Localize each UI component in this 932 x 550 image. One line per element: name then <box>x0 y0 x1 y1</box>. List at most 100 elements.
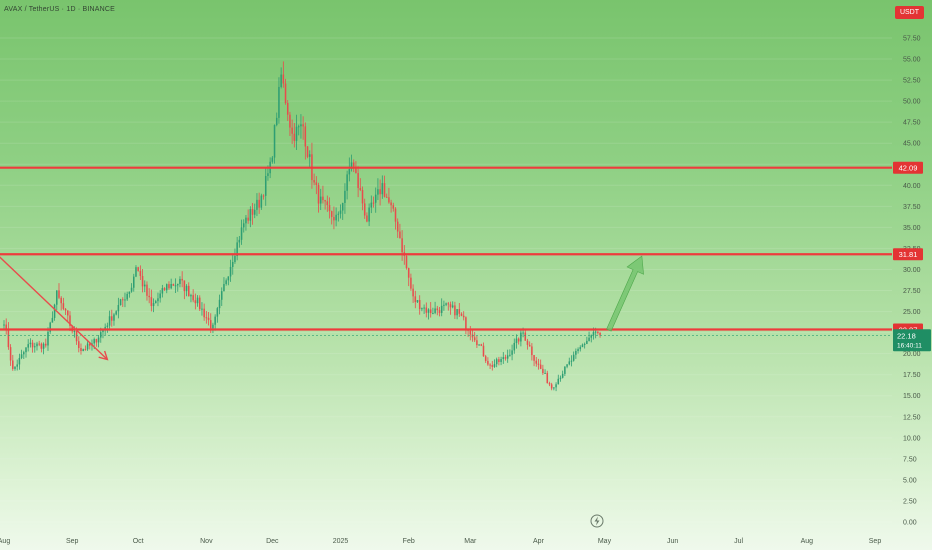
candle <box>445 303 447 305</box>
y-tick-label: 2.50 <box>903 498 917 505</box>
candle <box>383 183 386 197</box>
candle <box>40 343 43 349</box>
candle <box>458 309 461 314</box>
candle <box>56 290 58 305</box>
candle <box>14 366 16 369</box>
candle <box>104 326 106 330</box>
candle <box>410 277 412 289</box>
candle <box>317 184 320 204</box>
candle <box>440 305 443 313</box>
candle <box>372 202 375 204</box>
candle <box>31 342 34 348</box>
candle <box>412 288 414 297</box>
candle <box>273 125 276 158</box>
candle <box>64 308 67 311</box>
candle <box>423 307 425 309</box>
level-label: 42.09 <box>899 164 918 173</box>
x-tick-label: Feb <box>403 538 415 545</box>
candle <box>557 378 560 385</box>
y-tick-label: 0.00 <box>903 520 917 527</box>
candle <box>80 348 82 352</box>
candle <box>181 278 183 281</box>
candle <box>130 287 133 292</box>
candle <box>583 343 586 345</box>
candle <box>20 354 23 358</box>
candle <box>111 316 113 321</box>
candle <box>198 297 201 310</box>
y-tick-label: 12.50 <box>903 414 921 421</box>
candle <box>564 366 566 374</box>
candle <box>524 332 527 341</box>
candle <box>577 349 579 352</box>
candle <box>337 213 340 215</box>
candle <box>297 126 300 128</box>
candle <box>326 201 329 206</box>
candle <box>542 368 544 374</box>
candle <box>179 278 181 284</box>
y-tick-label: 50.00 <box>903 99 921 106</box>
candle <box>60 297 62 304</box>
y-tick-label: 10.00 <box>903 435 921 442</box>
candle <box>227 276 230 281</box>
candle <box>509 354 511 356</box>
candle <box>209 320 212 329</box>
candle <box>592 332 595 336</box>
lightning-icon[interactable] <box>590 514 604 528</box>
candle <box>67 310 69 316</box>
candle <box>284 83 287 104</box>
candle <box>117 305 120 312</box>
y-tick-label: 37.50 <box>903 204 921 211</box>
candle <box>102 329 104 333</box>
candle <box>161 288 164 294</box>
y-tick-label: 57.50 <box>903 36 921 43</box>
y-tick-label: 25.00 <box>903 309 921 316</box>
candle <box>126 293 128 300</box>
candle <box>23 352 25 355</box>
candle <box>12 360 14 369</box>
candle <box>377 189 379 195</box>
y-tick-label: 15.00 <box>903 393 921 400</box>
candle <box>256 199 258 210</box>
candle <box>260 195 263 208</box>
candle <box>482 345 485 357</box>
candle <box>553 387 555 389</box>
candle <box>407 267 410 278</box>
candle <box>286 103 289 115</box>
currency-badge[interactable]: USDT <box>894 6 924 19</box>
support-resistance-levels <box>0 166 892 336</box>
candle <box>187 285 190 297</box>
candle <box>414 296 417 303</box>
candle <box>588 337 590 341</box>
candle <box>146 284 148 296</box>
y-tick-label: 20.00 <box>903 351 921 358</box>
candle <box>207 317 210 321</box>
level-label: 31.81 <box>899 250 918 259</box>
candle <box>271 157 274 162</box>
candle <box>53 304 56 318</box>
candle <box>506 355 509 359</box>
candle <box>203 308 205 318</box>
candle <box>425 307 428 313</box>
candle <box>520 332 522 342</box>
y-tick-label: 17.50 <box>903 372 921 379</box>
candle <box>548 383 551 385</box>
candle <box>396 221 399 232</box>
x-tick-label: 2025 <box>333 538 349 545</box>
y-tick-label: 40.00 <box>903 183 921 190</box>
candle <box>451 305 454 308</box>
candle <box>253 209 256 215</box>
candle <box>491 365 494 367</box>
candle <box>489 364 491 366</box>
candle <box>401 238 403 253</box>
candle <box>498 359 500 363</box>
candle <box>163 288 166 291</box>
candle <box>49 322 51 332</box>
candle <box>434 308 436 314</box>
grid <box>0 37 892 523</box>
candle <box>427 309 430 313</box>
x-tick-label: Jun <box>667 538 678 545</box>
candle <box>513 342 516 351</box>
candle <box>392 205 395 209</box>
